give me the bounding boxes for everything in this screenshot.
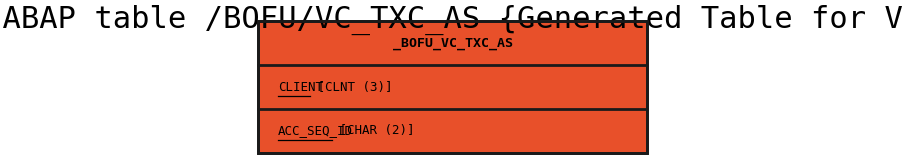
Text: SAP ABAP table /BOFU/VC_TXC_AS {Generated Table for View}: SAP ABAP table /BOFU/VC_TXC_AS {Generate…: [0, 5, 905, 35]
Bar: [258, 21, 647, 153]
Bar: [258, 21, 647, 153]
Text: _BOFU_VC_TXC_AS: _BOFU_VC_TXC_AS: [393, 37, 512, 50]
Text: CLIENT: CLIENT: [278, 81, 323, 94]
Text: ACC_SEQ_ID: ACC_SEQ_ID: [278, 124, 353, 137]
Text: [CHAR (2)]: [CHAR (2)]: [332, 124, 414, 137]
Text: [CLNT (3)]: [CLNT (3)]: [310, 81, 393, 94]
